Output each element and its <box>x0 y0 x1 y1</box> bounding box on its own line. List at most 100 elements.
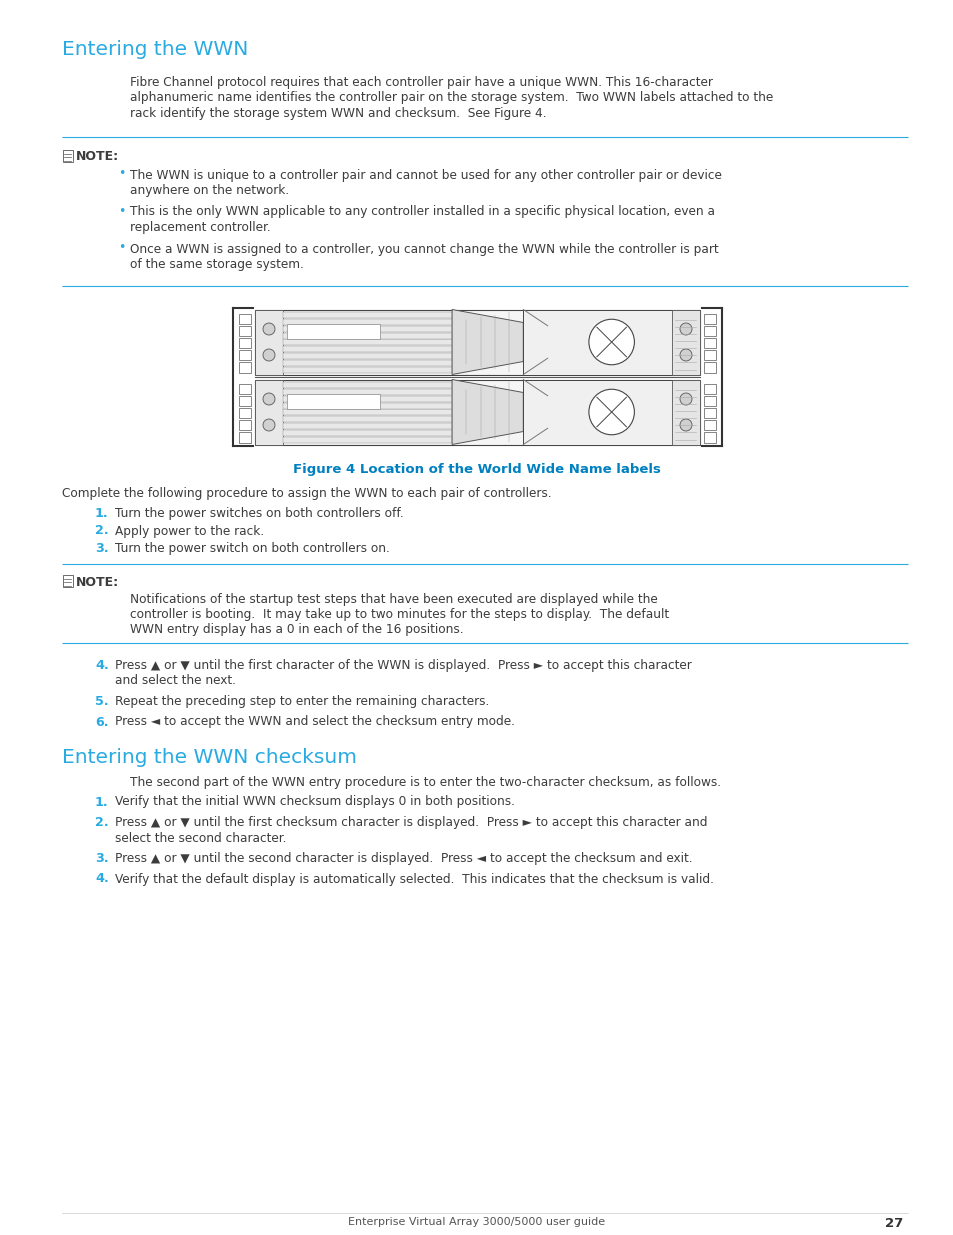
Circle shape <box>263 350 274 361</box>
Bar <box>283 346 452 352</box>
Text: •: • <box>118 205 125 217</box>
Bar <box>283 416 452 422</box>
Bar <box>283 422 452 429</box>
Text: and select the next.: and select the next. <box>115 674 235 688</box>
Text: Verify that the initial WWN checksum displays 0 in both positions.: Verify that the initial WWN checksum dis… <box>115 795 515 809</box>
Polygon shape <box>452 310 523 374</box>
Bar <box>283 326 452 332</box>
Text: Entering the WWN: Entering the WWN <box>62 40 248 59</box>
Circle shape <box>679 350 691 361</box>
Bar <box>703 408 716 419</box>
Bar <box>703 395 716 406</box>
Bar <box>703 326 716 336</box>
Text: select the second character.: select the second character. <box>115 831 286 845</box>
Text: Entering the WWN checksum: Entering the WWN checksum <box>62 748 356 767</box>
Bar <box>239 314 251 324</box>
Bar <box>287 394 379 409</box>
Text: 4.: 4. <box>95 872 109 885</box>
Text: 2.: 2. <box>95 525 109 537</box>
Bar <box>254 310 283 374</box>
Bar <box>283 359 452 366</box>
Text: anywhere on the network.: anywhere on the network. <box>130 184 289 198</box>
Text: Apply power to the rack.: Apply power to the rack. <box>115 525 264 537</box>
Text: Turn the power switches on both controllers off.: Turn the power switches on both controll… <box>115 508 403 520</box>
Bar <box>239 326 251 336</box>
Text: alphanumeric name identifies the controller pair on the storage system.  Two WWN: alphanumeric name identifies the control… <box>130 91 773 105</box>
Text: Press ▲ or ▼ until the first checksum character is displayed.  Press ► to accept: Press ▲ or ▼ until the first checksum ch… <box>115 816 707 829</box>
Text: 2.: 2. <box>95 816 109 829</box>
Text: Press ◄ to accept the WWN and select the checksum entry mode.: Press ◄ to accept the WWN and select the… <box>115 715 515 729</box>
Bar <box>523 310 700 374</box>
Circle shape <box>588 389 634 435</box>
Text: Turn the power switch on both controllers on.: Turn the power switch on both controller… <box>115 542 390 555</box>
Text: 5.: 5. <box>95 695 109 708</box>
Bar <box>254 379 283 445</box>
Bar <box>283 389 452 395</box>
Bar <box>283 430 452 436</box>
Text: •: • <box>118 242 125 254</box>
Text: 27: 27 <box>883 1216 902 1230</box>
Text: Enterprise Virtual Array 3000/5000 user guide: Enterprise Virtual Array 3000/5000 user … <box>348 1216 605 1228</box>
Circle shape <box>679 419 691 431</box>
Text: controller is booting.  It may take up to two minutes for the steps to display. : controller is booting. It may take up to… <box>130 608 668 621</box>
Circle shape <box>679 324 691 335</box>
Bar <box>283 403 452 409</box>
Bar <box>283 383 452 388</box>
Bar <box>254 379 700 445</box>
Bar <box>239 384 251 394</box>
Bar <box>239 338 251 348</box>
Bar <box>283 436 452 442</box>
Text: 1.: 1. <box>95 508 109 520</box>
Bar <box>283 332 452 338</box>
Bar <box>703 420 716 430</box>
Text: The WWN is unique to a controller pair and cannot be used for any other controll: The WWN is unique to a controller pair a… <box>130 168 721 182</box>
Bar <box>283 312 452 319</box>
Text: NOTE:: NOTE: <box>76 151 119 163</box>
Circle shape <box>263 324 274 335</box>
Bar <box>703 350 716 361</box>
Bar <box>703 432 716 442</box>
Bar <box>523 379 700 445</box>
Text: 4.: 4. <box>95 659 109 672</box>
Bar <box>703 314 716 324</box>
Text: 1.: 1. <box>95 795 109 809</box>
Text: rack identify the storage system WWN and checksum.  See Figure 4.: rack identify the storage system WWN and… <box>130 107 546 120</box>
Text: of the same storage system.: of the same storage system. <box>130 258 303 270</box>
Text: Figure 4 Location of the World Wide Name labels: Figure 4 Location of the World Wide Name… <box>293 463 660 477</box>
Circle shape <box>588 320 634 364</box>
Bar <box>287 325 379 338</box>
Bar <box>283 340 452 346</box>
Text: The second part of the WWN entry procedure is to enter the two-character checksu: The second part of the WWN entry procedu… <box>130 776 720 789</box>
Circle shape <box>263 393 274 405</box>
Bar <box>239 420 251 430</box>
Bar <box>671 310 700 374</box>
Bar <box>239 432 251 442</box>
Text: Complete the following procedure to assign the WWN to each pair of controllers.: Complete the following procedure to assi… <box>62 488 551 500</box>
Bar <box>239 408 251 419</box>
Text: Press ▲ or ▼ until the second character is displayed.  Press ◄ to accept the che: Press ▲ or ▼ until the second character … <box>115 852 692 864</box>
Circle shape <box>263 419 274 431</box>
Text: Repeat the preceding step to enter the remaining characters.: Repeat the preceding step to enter the r… <box>115 695 489 708</box>
Text: NOTE:: NOTE: <box>76 576 119 589</box>
Bar <box>283 367 452 373</box>
Bar <box>63 149 73 162</box>
Bar <box>703 384 716 394</box>
Text: WWN entry display has a 0 in each of the 16 positions.: WWN entry display has a 0 in each of the… <box>130 624 463 636</box>
Text: Notifications of the startup test steps that have been executed are displayed wh: Notifications of the startup test steps … <box>130 593 657 605</box>
Text: This is the only WWN applicable to any controller installed in a specific physic: This is the only WWN applicable to any c… <box>130 205 714 219</box>
Circle shape <box>679 393 691 405</box>
Bar <box>671 379 700 445</box>
Polygon shape <box>452 379 523 445</box>
Text: 3.: 3. <box>95 852 109 864</box>
Text: •: • <box>118 168 125 180</box>
Text: replacement controller.: replacement controller. <box>130 221 271 233</box>
Text: Once a WWN is assigned to a controller, you cannot change the WWN while the cont: Once a WWN is assigned to a controller, … <box>130 242 718 256</box>
Bar <box>283 319 452 325</box>
Bar <box>283 353 452 359</box>
Bar <box>283 410 452 415</box>
Bar <box>703 338 716 348</box>
Bar <box>63 574 73 587</box>
Text: Fibre Channel protocol requires that each controller pair have a unique WWN. Thi: Fibre Channel protocol requires that eac… <box>130 77 712 89</box>
Bar <box>239 362 251 373</box>
Text: Verify that the default display is automatically selected.  This indicates that : Verify that the default display is autom… <box>115 872 713 885</box>
